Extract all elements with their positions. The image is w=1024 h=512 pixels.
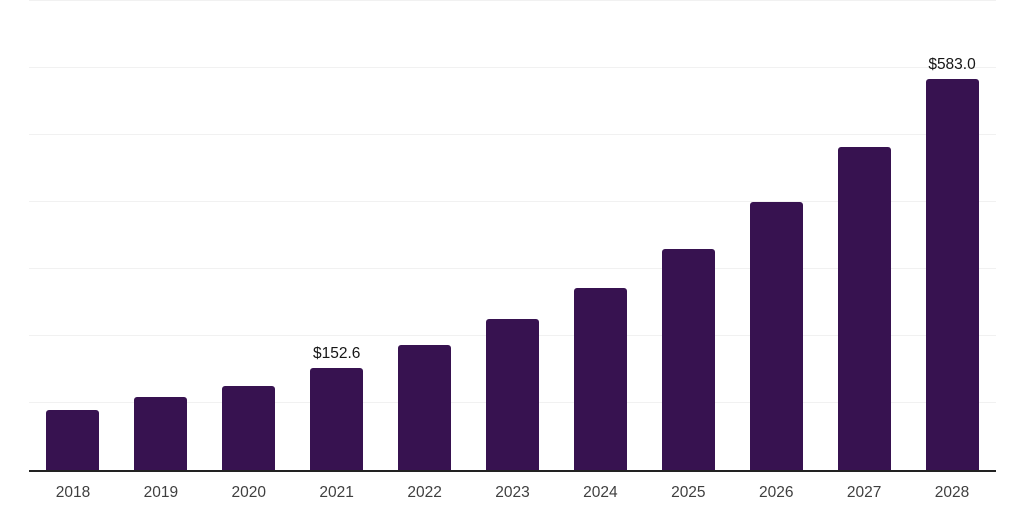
bar-2025 <box>661 248 715 470</box>
gridline-500 <box>29 134 996 135</box>
x-tick-label-2019: 2019 <box>143 484 179 501</box>
bar-2023 <box>486 319 539 470</box>
x-tick-label-2026: 2026 <box>758 484 794 501</box>
x-tick-label-2021: 2021 <box>319 484 354 501</box>
bar-2027 <box>837 147 891 470</box>
bar-2022 <box>398 345 452 470</box>
x-axis-line <box>29 470 996 472</box>
bar-2018 <box>46 409 100 470</box>
bar-2020 <box>222 385 276 470</box>
bar-2026 <box>749 202 803 470</box>
plot-area: $152.6 $583.0 <box>29 0 996 470</box>
x-tick-label-2023: 2023 <box>495 484 530 501</box>
x-tick-label-2024: 2024 <box>583 484 618 501</box>
gridline-400 <box>29 201 996 202</box>
x-tick-label-2018: 2018 <box>55 484 91 501</box>
bar-2024 <box>573 287 627 470</box>
bar-value-label-2028: $583.0 <box>928 56 976 74</box>
gridline-600 <box>29 67 996 68</box>
x-tick-label-2022: 2022 <box>407 484 442 501</box>
x-tick-label-2028: 2028 <box>934 484 970 501</box>
gridline-700 <box>29 0 996 1</box>
bar-2021 <box>310 367 364 470</box>
gridline-300 <box>29 268 996 269</box>
bar-2019 <box>134 396 188 470</box>
x-axis-labels: 2018 2019 2020 2021 2022 2023 2024 2025 2026 2027… <box>0 484 1024 506</box>
bar-2028 <box>925 79 979 470</box>
x-tick-label-2025: 2025 <box>671 484 706 501</box>
x-tick-label-2027: 2027 <box>846 484 882 501</box>
bar-value-label-2021: $152.6 <box>312 344 361 362</box>
x-tick-label-2020: 2020 <box>231 484 267 501</box>
